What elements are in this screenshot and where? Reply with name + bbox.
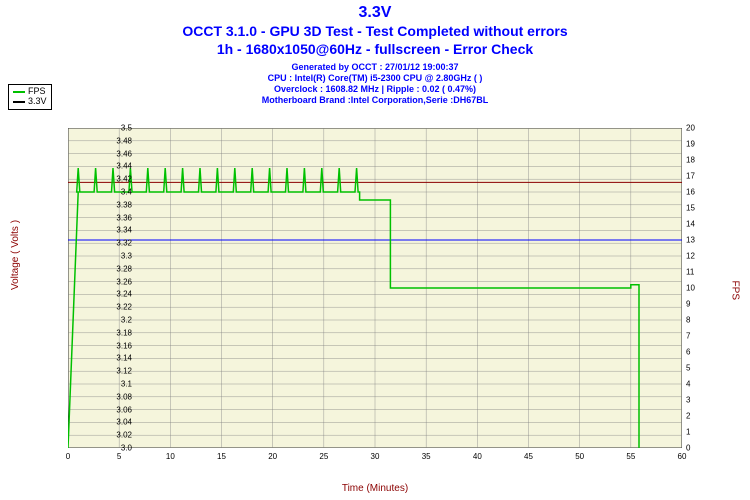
ytick-left: 3.32 (72, 239, 132, 248)
xtick: 10 (166, 452, 175, 461)
ytick-left: 3.24 (72, 290, 132, 299)
title-block: 3.3V OCCT 3.1.0 - GPU 3D Test - Test Com… (0, 0, 750, 58)
xtick: 0 (66, 452, 70, 461)
chart-svg (68, 128, 682, 448)
ytick-right: 11 (686, 268, 694, 277)
legend-swatch-fps (13, 91, 25, 93)
xtick: 40 (473, 452, 482, 461)
ytick-right: 6 (686, 348, 690, 357)
ytick-left: 3.34 (72, 226, 132, 235)
ytick-left: 3.42 (72, 175, 132, 184)
ytick-right: 12 (686, 252, 695, 261)
ytick-left: 3.36 (72, 213, 132, 222)
xtick: 60 (678, 452, 687, 461)
meta-cpu: CPU : Intel(R) Core(TM) i5-2300 CPU @ 2.… (0, 73, 750, 84)
xtick: 5 (117, 452, 121, 461)
meta-overclock: Overclock : 1608.82 MHz | Ripple : 0.02 … (0, 84, 750, 95)
ytick-left: 3.08 (72, 392, 132, 401)
chart-subtitle-1: OCCT 3.1.0 - GPU 3D Test - Test Complete… (0, 22, 750, 40)
ytick-right: 0 (686, 444, 690, 453)
ytick-right: 2 (686, 412, 690, 421)
ytick-right: 18 (686, 156, 695, 165)
meta-motherboard: Motherboard Brand :Intel Corporation,Ser… (0, 95, 750, 106)
ytick-right: 13 (686, 236, 695, 245)
chart-container: 3.3V OCCT 3.1.0 - GPU 3D Test - Test Com… (0, 0, 750, 500)
ytick-left: 3.1 (72, 380, 132, 389)
ytick-right: 4 (686, 380, 690, 389)
xtick: 20 (268, 452, 277, 461)
ytick-right: 7 (686, 332, 690, 341)
ytick-right: 16 (686, 188, 695, 197)
ytick-left: 3.22 (72, 303, 132, 312)
ytick-left: 3.38 (72, 200, 132, 209)
xtick: 45 (524, 452, 533, 461)
ytick-right: 15 (686, 204, 695, 213)
ytick-left: 3.5 (72, 124, 132, 133)
ytick-right: 14 (686, 220, 695, 229)
ytick-right: 19 (686, 140, 695, 149)
chart-title: 3.3V (0, 4, 750, 22)
legend-swatch-33v (13, 101, 25, 103)
xtick: 15 (217, 452, 226, 461)
meta-generated: Generated by OCCT : 27/01/12 19:00:37 (0, 62, 750, 73)
meta-block: Generated by OCCT : 27/01/12 19:00:37 CP… (0, 62, 750, 105)
ytick-left: 3.44 (72, 162, 132, 171)
ytick-left: 3.14 (72, 354, 132, 363)
legend-item-33v: 3.3V (13, 97, 47, 107)
ytick-right: 17 (686, 172, 695, 181)
y-axis-left-label: Voltage ( Volts ) (10, 220, 21, 290)
ytick-right: 1 (686, 428, 690, 437)
ytick-left: 3.26 (72, 277, 132, 286)
ytick-left: 3.48 (72, 136, 132, 145)
legend-label-33v: 3.3V (28, 97, 47, 107)
ytick-left: 3.0 (72, 444, 132, 453)
ytick-left: 3.02 (72, 431, 132, 440)
ytick-left: 3.4 (72, 188, 132, 197)
ytick-right: 9 (686, 300, 690, 309)
x-axis-label: Time (Minutes) (0, 483, 750, 494)
xtick: 25 (319, 452, 328, 461)
xtick: 50 (575, 452, 584, 461)
xtick: 35 (422, 452, 431, 461)
ytick-left: 3.16 (72, 341, 132, 350)
ytick-left: 3.2 (72, 316, 132, 325)
ytick-left: 3.12 (72, 367, 132, 376)
ytick-right: 3 (686, 396, 690, 405)
ytick-left: 3.3 (72, 252, 132, 261)
ytick-left: 3.04 (72, 418, 132, 427)
ytick-right: 20 (686, 124, 695, 133)
ytick-left: 3.06 (72, 405, 132, 414)
y-axis-right-label: FPS (729, 281, 740, 300)
xtick: 30 (371, 452, 380, 461)
ytick-left: 3.46 (72, 149, 132, 158)
ytick-right: 10 (686, 284, 695, 293)
ytick-left: 3.28 (72, 264, 132, 273)
chart-subtitle-2: 1h - 1680x1050@60Hz - fullscreen - Error… (0, 40, 750, 58)
plot-area (68, 128, 682, 448)
xtick: 55 (626, 452, 635, 461)
ytick-left: 3.18 (72, 328, 132, 337)
ytick-right: 8 (686, 316, 690, 325)
ytick-right: 5 (686, 364, 690, 373)
legend: FPS 3.3V (8, 84, 52, 110)
